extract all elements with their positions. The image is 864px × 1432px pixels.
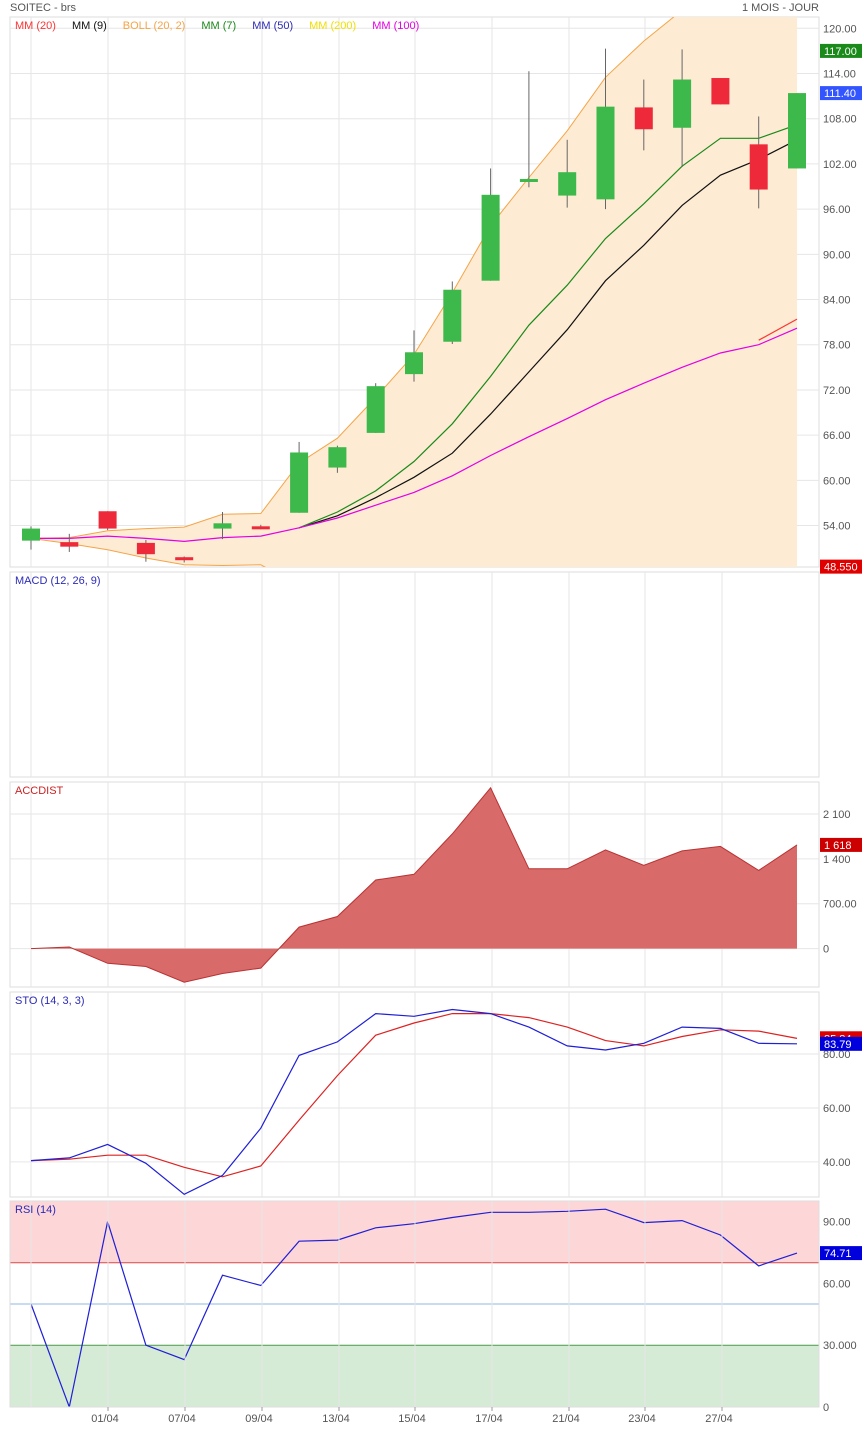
x-tick-label: 07/04: [168, 1413, 196, 1425]
price-tag-label: 48.550: [824, 562, 858, 574]
price-tick-label: 90.00: [823, 249, 851, 261]
price-tick-label: 114.00: [823, 69, 856, 81]
candle-body: [98, 511, 117, 529]
rsi-tick-label: 0: [823, 1402, 829, 1414]
candle-body: [175, 557, 194, 561]
candle-body: [22, 528, 40, 541]
sto-tag-box: [820, 1036, 862, 1051]
price-tick-label: 60.00: [823, 475, 851, 487]
accdist-area: [31, 787, 797, 983]
period-label: 1 MOIS - JOUR: [741, 2, 819, 14]
price-tick-label: 102.00: [823, 159, 857, 171]
sto-plot: [30, 1008, 798, 1196]
rsi-tag-box: [820, 1246, 862, 1261]
candle-body: [328, 447, 347, 468]
legend-entry: BOLL (20, 2): [123, 20, 186, 32]
rsi-line: [30, 1208, 798, 1407]
price-tag-label: 117.00: [824, 46, 857, 58]
accdist-tick-label: 700.00: [823, 899, 857, 911]
candle-body: [290, 452, 309, 513]
candle-body: [443, 289, 462, 342]
price-tick-label: 54.00: [823, 521, 851, 533]
x-tick-label: 01/04: [91, 1413, 119, 1425]
x-tick-label: 27/04: [705, 1413, 733, 1425]
macd-title: MACD (12, 26, 9): [15, 575, 101, 587]
sto-tick-label: 80.00: [823, 1049, 851, 1061]
legend-entry: MM (100): [372, 20, 419, 32]
candle-body: [60, 542, 79, 547]
legend-entry: MM (9): [72, 20, 107, 32]
x-tick-label: 15/04: [398, 1413, 426, 1425]
x-tick-label: 21/04: [552, 1413, 580, 1425]
rsi-tick-label: 90.00: [823, 1217, 851, 1229]
legend-entry: MM (20): [15, 20, 56, 32]
accdist-tick-label: 1 400: [823, 854, 851, 866]
rsi-tag-label: 74.71: [824, 1248, 852, 1260]
price-tick-label: 78.00: [823, 340, 851, 352]
candle-body: [366, 386, 385, 433]
candle-body: [136, 542, 155, 555]
price-tick-label: 72.00: [823, 385, 851, 397]
price-tag-box: [820, 86, 862, 101]
candle-body: [634, 107, 653, 130]
price-tick-label: 66.00: [823, 430, 851, 442]
price-tick-label: 120.00: [823, 23, 857, 35]
ma-line-mm20: [758, 318, 798, 341]
candle-body: [405, 352, 423, 375]
candle-body: [558, 172, 577, 196]
price-plot: [22, 17, 806, 567]
candle-body: [788, 93, 806, 169]
x-tick-label: 09/04: [245, 1413, 273, 1425]
ma-line-mm9: [298, 139, 798, 529]
price-tick-label: 108.00: [823, 114, 857, 126]
legend-entry: MM (7): [201, 20, 236, 32]
candle-body: [213, 523, 232, 529]
sto-line-d: [30, 1013, 798, 1178]
accdist-title: ACCDIST: [15, 785, 64, 797]
candle-body: [673, 79, 692, 128]
x-tick-label: 17/04: [475, 1413, 503, 1425]
legend-entry: MM (50): [252, 20, 293, 32]
x-tick-label: 13/04: [322, 1413, 350, 1425]
x-tick-label: 23/04: [628, 1413, 656, 1425]
bollinger-lower-line: [30, 537, 266, 567]
rsi-tick-label: 30.000: [823, 1340, 857, 1352]
candle-body: [251, 526, 270, 530]
sto-tick-label: 60.00: [823, 1103, 851, 1115]
candle-body: [596, 106, 615, 200]
accdist-tag-label: 1 618: [824, 840, 852, 852]
accdist-tag-box: [820, 837, 862, 852]
ma-line-mm7: [298, 124, 798, 529]
candle-body: [711, 78, 730, 105]
sto-tag-label: 83.79: [824, 1039, 852, 1051]
price-tag-label: 111.40: [824, 88, 856, 100]
accdist-tick-label: 0: [823, 944, 829, 956]
candle-body: [481, 194, 500, 281]
accdist-tick-label: 2 100: [823, 809, 851, 821]
sto-line-k: [30, 1008, 798, 1196]
price-tag-box: [820, 43, 862, 58]
rsi-title: RSI (14): [15, 1204, 56, 1216]
ma-line-mm100: [31, 327, 798, 543]
accdist-plot: [30, 786, 798, 983]
accdist-line: [30, 786, 798, 983]
price-tick-label: 84.00: [823, 295, 851, 307]
rsi-tick-label: 60.00: [823, 1278, 851, 1290]
candle-body: [519, 178, 538, 182]
legend-entry: MM (200): [309, 20, 356, 32]
price-tag-box: [820, 559, 862, 574]
sto-tick-label: 40.00: [823, 1157, 851, 1169]
symbol-label: SOITEC - brs: [10, 2, 77, 14]
price-tick-label: 96.00: [823, 204, 851, 216]
sto-title: STO (14, 3, 3): [15, 995, 85, 1007]
candle-body: [749, 144, 768, 190]
